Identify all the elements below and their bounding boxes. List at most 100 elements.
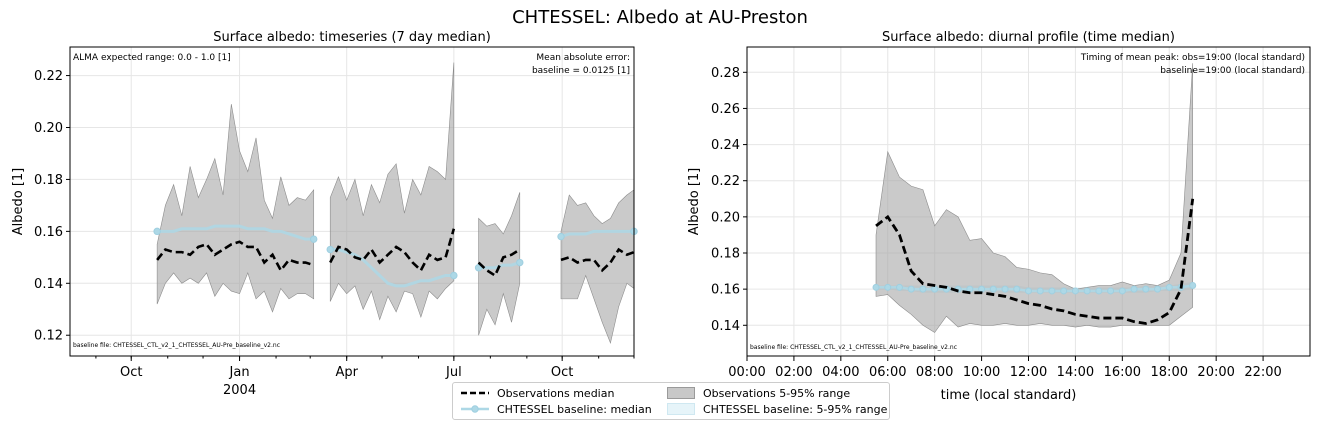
- x-tick-label: 22:00: [1244, 365, 1281, 380]
- obs-median-line: [875, 198, 1195, 325]
- baseline-point: [1036, 287, 1044, 295]
- baseline-point: [1083, 287, 1091, 295]
- annotation-mae-title: Mean absolute error:: [536, 53, 630, 63]
- x-tick-label: 08:00: [916, 365, 953, 380]
- baseline-point: [1118, 287, 1126, 295]
- baseline-point: [1189, 282, 1197, 290]
- y-tick-label: 0.14: [34, 277, 63, 292]
- y-tick-label: 0.16: [711, 283, 740, 298]
- baseline-point: [1013, 285, 1021, 293]
- figure-title: CHTESSEL: Albedo at AU-Preston: [512, 7, 808, 28]
- y-tick-label: 0.22: [34, 69, 63, 84]
- y-tick-label: 0.20: [34, 121, 63, 136]
- baseline-point: [1130, 285, 1138, 293]
- obs-median-line: [329, 228, 456, 273]
- x-tick-label: 12:00: [1010, 365, 1047, 380]
- x-tick-label: Oct: [551, 365, 573, 380]
- baseline-median-line: [876, 284, 1193, 293]
- baseline-point: [884, 283, 892, 291]
- plot-frame: [69, 46, 635, 357]
- y-tick-label: 0.28: [711, 66, 740, 81]
- baseline-point: [1071, 287, 1079, 295]
- y-tick-label: 0.20: [711, 210, 740, 225]
- baseline-point: [557, 232, 565, 241]
- y-tick-label: 0.24: [711, 138, 740, 153]
- timeseries-chart: 0.12 0.14 0.16 0.18 0.20 0.22 Oct Jan 2004 Apr Jul…: [11, 30, 638, 398]
- legend: Observations median CHTESSEL baseline: m…: [452, 382, 890, 420]
- x-tick-label: 00:00: [728, 365, 765, 380]
- obs-range-band: [156, 104, 315, 313]
- y-tick-label: 0.18: [34, 173, 63, 188]
- baseline-point: [907, 285, 915, 293]
- baseline-point: [450, 271, 458, 280]
- y-tick-label: 0.18: [711, 247, 740, 262]
- legend-label-obs-median: Observations median: [497, 386, 615, 400]
- annotation-peak-timing: Timing of mean peak: obs=19:00 (local st…: [1080, 53, 1305, 63]
- x-tick-label: 20:00: [1197, 365, 1234, 380]
- baseline-point: [919, 285, 927, 293]
- baseline-point: [1060, 287, 1068, 295]
- annotation-baseline-file: baseline file: CHTESSEL_CTL_v2_1_CHTESSE…: [750, 344, 957, 351]
- baseline-point: [474, 264, 483, 272]
- y-tick-label: 0.14: [711, 319, 740, 334]
- y-tick-label: 0.22: [711, 174, 740, 189]
- baseline-point: [931, 285, 939, 293]
- x-axis-label: time (local standard): [941, 388, 1077, 403]
- legend-item-baseline-range: CHTESSEL baseline: 5-95% range: [667, 401, 887, 417]
- legend-label-obs-range: Observations 5-95% range: [703, 386, 851, 400]
- baseline-point: [153, 227, 161, 236]
- x-tick-label: Jan: [229, 365, 250, 380]
- x-tick-sublabel: 2004: [223, 383, 256, 398]
- annotation-mae-value: baseline = 0.0125 [1]: [532, 66, 630, 76]
- obs-range-band: [478, 192, 521, 336]
- legend-item-obs-median: Observations median: [461, 385, 614, 401]
- line-marker-swatch-icon: [461, 403, 489, 415]
- baseline-point: [978, 285, 986, 293]
- diurnal-chart: 0.14 0.16 0.18 0.20 0.22 0.24 0.26 0.28 00:00 02:…: [687, 30, 1311, 403]
- baseline-point: [895, 283, 903, 291]
- x-tick-label: 02:00: [775, 365, 812, 380]
- y-axis-label: Albedo [1]: [687, 168, 702, 236]
- blue-patch-swatch-icon: [667, 403, 695, 415]
- baseline-point: [1095, 287, 1103, 295]
- obs-median-line: [560, 247, 635, 273]
- x-tick-label: 10:00: [963, 365, 1000, 380]
- baseline-point: [516, 258, 524, 267]
- baseline-median-line: [560, 229, 634, 238]
- baseline-median-line: [157, 224, 314, 241]
- legend-item-obs-range: Observations 5-95% range: [667, 385, 850, 401]
- baseline-point: [872, 283, 880, 291]
- legend-label-baseline-range: CHTESSEL baseline: 5-95% range: [703, 402, 888, 416]
- x-tick-label: Jul: [445, 365, 462, 380]
- x-tick-label: Oct: [120, 365, 142, 380]
- obs-range-band: [875, 63, 1194, 333]
- x-tick-label: 18:00: [1151, 365, 1188, 380]
- x-tick-label: Apr: [335, 365, 358, 380]
- chart-title: Surface albedo: timeseries (7 day median…: [213, 30, 491, 45]
- legend-item-baseline-median: CHTESSEL baseline: median: [461, 401, 652, 417]
- x-tick-label: 04:00: [822, 365, 859, 380]
- annotation-peak-baseline: baseline=19:00 (local standard): [1160, 66, 1305, 76]
- y-tick-label: 0.26: [711, 102, 740, 117]
- y-tick-label: 0.16: [34, 225, 63, 240]
- baseline-point: [1165, 283, 1173, 291]
- baseline-point: [1107, 287, 1115, 295]
- baseline-point: [326, 245, 334, 254]
- baseline-point: [1154, 285, 1162, 293]
- obs-median-line: [477, 248, 521, 278]
- y-axis-label: Albedo [1]: [11, 168, 26, 236]
- baseline-point: [1142, 285, 1150, 293]
- annotation-expected-range: ALMA expected range: 0.0 - 1.0 [1]: [73, 53, 231, 63]
- legend-label-baseline-median: CHTESSEL baseline: median: [497, 402, 652, 416]
- annotation-baseline-file: baseline file: CHTESSEL_CTL_v2_1_CHTESSE…: [73, 342, 280, 349]
- baseline-point: [310, 235, 318, 243]
- dashed-line-swatch-icon: [461, 387, 489, 399]
- x-tick-label: 16:00: [1104, 365, 1141, 380]
- x-tick-label: 14:00: [1057, 365, 1094, 380]
- baseline-point: [1025, 287, 1032, 295]
- chart-title: Surface albedo: diurnal profile (time me…: [882, 30, 1175, 45]
- baseline-point: [1001, 285, 1009, 293]
- x-tick-label: 06:00: [869, 365, 906, 380]
- baseline-point: [1048, 287, 1056, 295]
- obs-range-band: [329, 62, 455, 321]
